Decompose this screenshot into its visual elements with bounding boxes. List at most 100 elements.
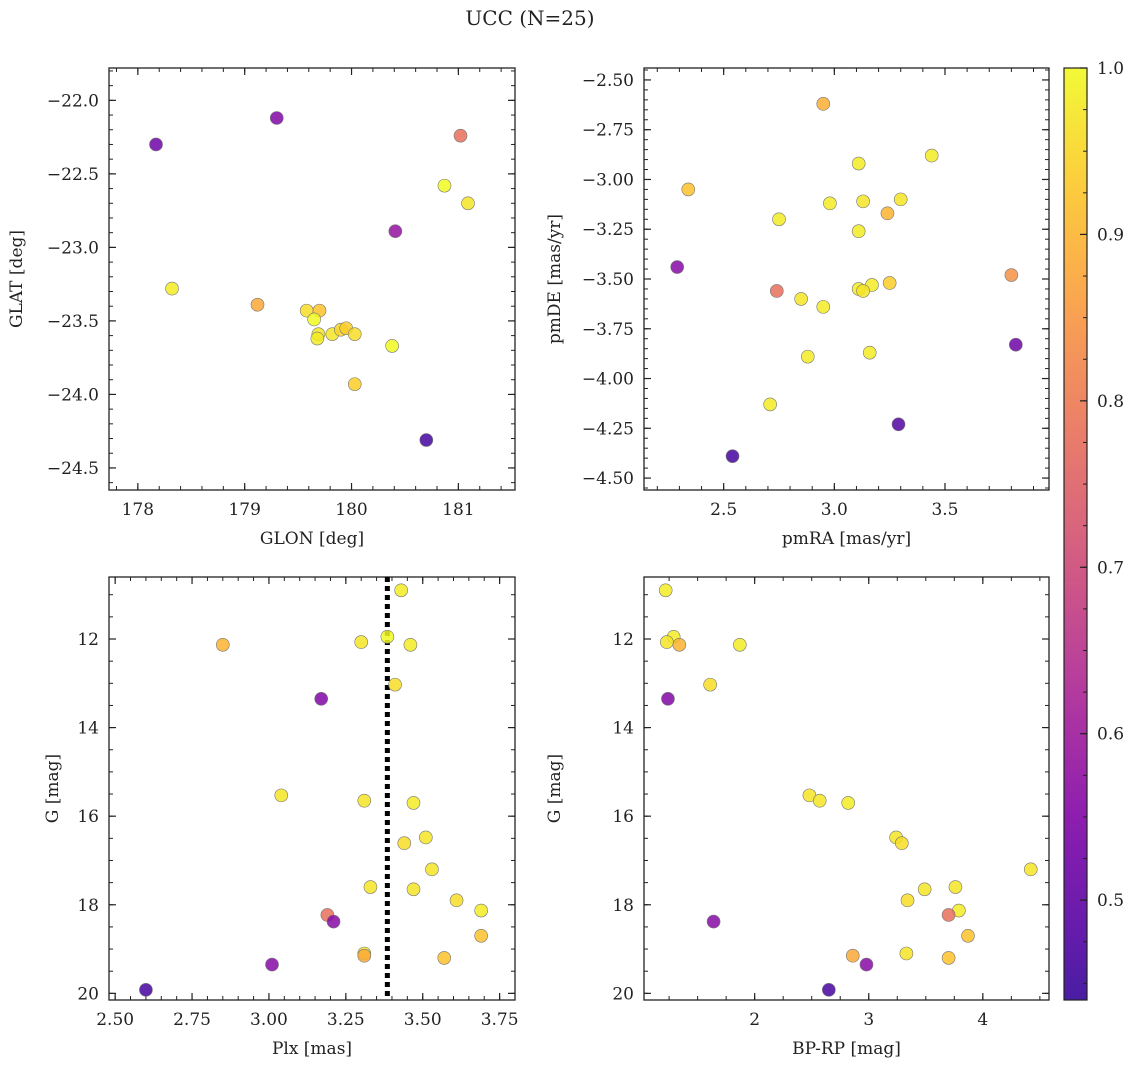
- data-point: [394, 583, 408, 598]
- y-tick-label: 20: [612, 984, 634, 1004]
- data-point: [419, 830, 433, 845]
- data-point: [893, 192, 908, 207]
- colorbar-tick-label: 0.5: [1097, 891, 1124, 911]
- y-tick-label: 12: [77, 630, 99, 650]
- x-tick-label: 3.5: [931, 500, 958, 520]
- x-tick-label: 179: [228, 500, 260, 520]
- data-point: [474, 903, 488, 918]
- y-tick-label: −3.75: [582, 320, 634, 340]
- y-tick-label: −3.00: [582, 170, 634, 190]
- x-axis-label: Plx [mas]: [272, 1039, 352, 1059]
- data-point: [461, 196, 475, 211]
- data-point: [165, 281, 179, 296]
- x-axis-label: pmRA [mas/yr]: [782, 529, 911, 549]
- data-point: [725, 449, 740, 463]
- x-tick-label: 2.50: [96, 1010, 134, 1030]
- y-tick-label: −2.50: [582, 71, 634, 91]
- colorbar-tick-label: 0.9: [1097, 225, 1124, 245]
- y-tick-label: −4.25: [582, 419, 634, 439]
- data-point: [326, 914, 341, 929]
- y-tick-label: −24.5: [47, 459, 99, 479]
- data-point: [733, 637, 747, 652]
- colorbar: 0.5 0.6 0.7 0.8 0.9 1.0: [1063, 59, 1124, 1001]
- figure-title: UCC (N=25): [465, 6, 595, 30]
- data-point: [891, 417, 906, 432]
- x-tick-label: 3.25: [327, 1010, 365, 1030]
- x-tick-label: 3: [863, 1010, 874, 1030]
- y-tick-label: −2.75: [582, 121, 634, 141]
- y-tick-label: 20: [77, 984, 99, 1004]
- y-tick-label: 16: [612, 807, 634, 827]
- data-point: [706, 914, 721, 929]
- data-point: [859, 957, 874, 972]
- data-point: [672, 637, 687, 652]
- y-tick-label: 12: [612, 630, 634, 650]
- data-point: [397, 836, 412, 851]
- data-point: [812, 793, 827, 808]
- x-tick-label: 2: [749, 1010, 760, 1030]
- data-point: [250, 297, 265, 312]
- data-point: [703, 677, 717, 692]
- data-point: [403, 637, 418, 652]
- y-axis-label: G [mag]: [545, 754, 565, 823]
- y-tick-label: −3.25: [582, 220, 634, 240]
- plot-frame: [643, 576, 1050, 1001]
- data-point: [388, 224, 403, 239]
- y-tick-label: −23.0: [47, 238, 99, 258]
- data-point: [314, 692, 329, 706]
- colorbar-tick-label: 0.6: [1097, 725, 1124, 745]
- y-tick-label: −22.5: [47, 165, 99, 185]
- data-point: [149, 137, 163, 152]
- colorbar-tick-label: 0.7: [1097, 558, 1124, 578]
- data-point: [406, 796, 421, 810]
- data-point: [841, 796, 856, 810]
- x-tick-label: 3.00: [250, 1010, 288, 1030]
- x-tick-label: 3.0: [821, 500, 848, 520]
- x-tick-label: 2.5: [710, 500, 737, 520]
- data-point: [385, 339, 399, 353]
- y-tick-label: 14: [77, 719, 99, 739]
- y-tick-label: −22.0: [47, 91, 99, 111]
- y-axis-label: GLAT [deg]: [7, 230, 27, 328]
- data-point: [363, 880, 378, 894]
- data-point: [1009, 337, 1023, 352]
- data-point: [449, 893, 464, 908]
- x-tick-label: 3.75: [481, 1010, 519, 1030]
- data-point: [895, 836, 909, 851]
- scatter-panel-4: 2 3 4 12 14 16 18 20 BP-RP [mag] G [mag]: [545, 576, 1050, 1059]
- y-tick-label: −3.50: [582, 270, 634, 290]
- data-point: [851, 224, 866, 239]
- data-point: [658, 583, 673, 598]
- x-tick-label: 3.50: [404, 1010, 442, 1030]
- y-tick-label: −24.0: [47, 385, 99, 405]
- data-point: [419, 433, 434, 447]
- data-point: [406, 882, 421, 897]
- data-point: [924, 148, 939, 163]
- y-axis-label: G [mag]: [43, 754, 63, 823]
- x-tick-label: 181: [442, 500, 474, 520]
- y-tick-label: −4.50: [582, 469, 634, 489]
- data-point: [917, 882, 932, 897]
- data-point: [851, 156, 866, 171]
- y-tick-label: 14: [612, 719, 634, 739]
- data-point: [347, 377, 362, 391]
- data-point: [307, 312, 321, 327]
- data-point: [899, 946, 914, 961]
- data-point: [856, 194, 870, 209]
- y-tick-label: −23.5: [47, 312, 99, 332]
- data-point: [769, 284, 784, 298]
- data-point: [900, 893, 915, 908]
- data-point: [670, 260, 684, 274]
- x-axis-label: BP-RP [mag]: [792, 1039, 901, 1059]
- x-tick-label: 180: [335, 500, 367, 520]
- data-point: [961, 928, 975, 943]
- data-point: [1023, 862, 1038, 877]
- data-point: [816, 300, 831, 314]
- data-point: [823, 196, 837, 211]
- data-point: [882, 276, 897, 290]
- data-point: [139, 983, 153, 997]
- data-point: [661, 692, 675, 706]
- data-point: [856, 284, 870, 298]
- plot-frame: [108, 576, 516, 1001]
